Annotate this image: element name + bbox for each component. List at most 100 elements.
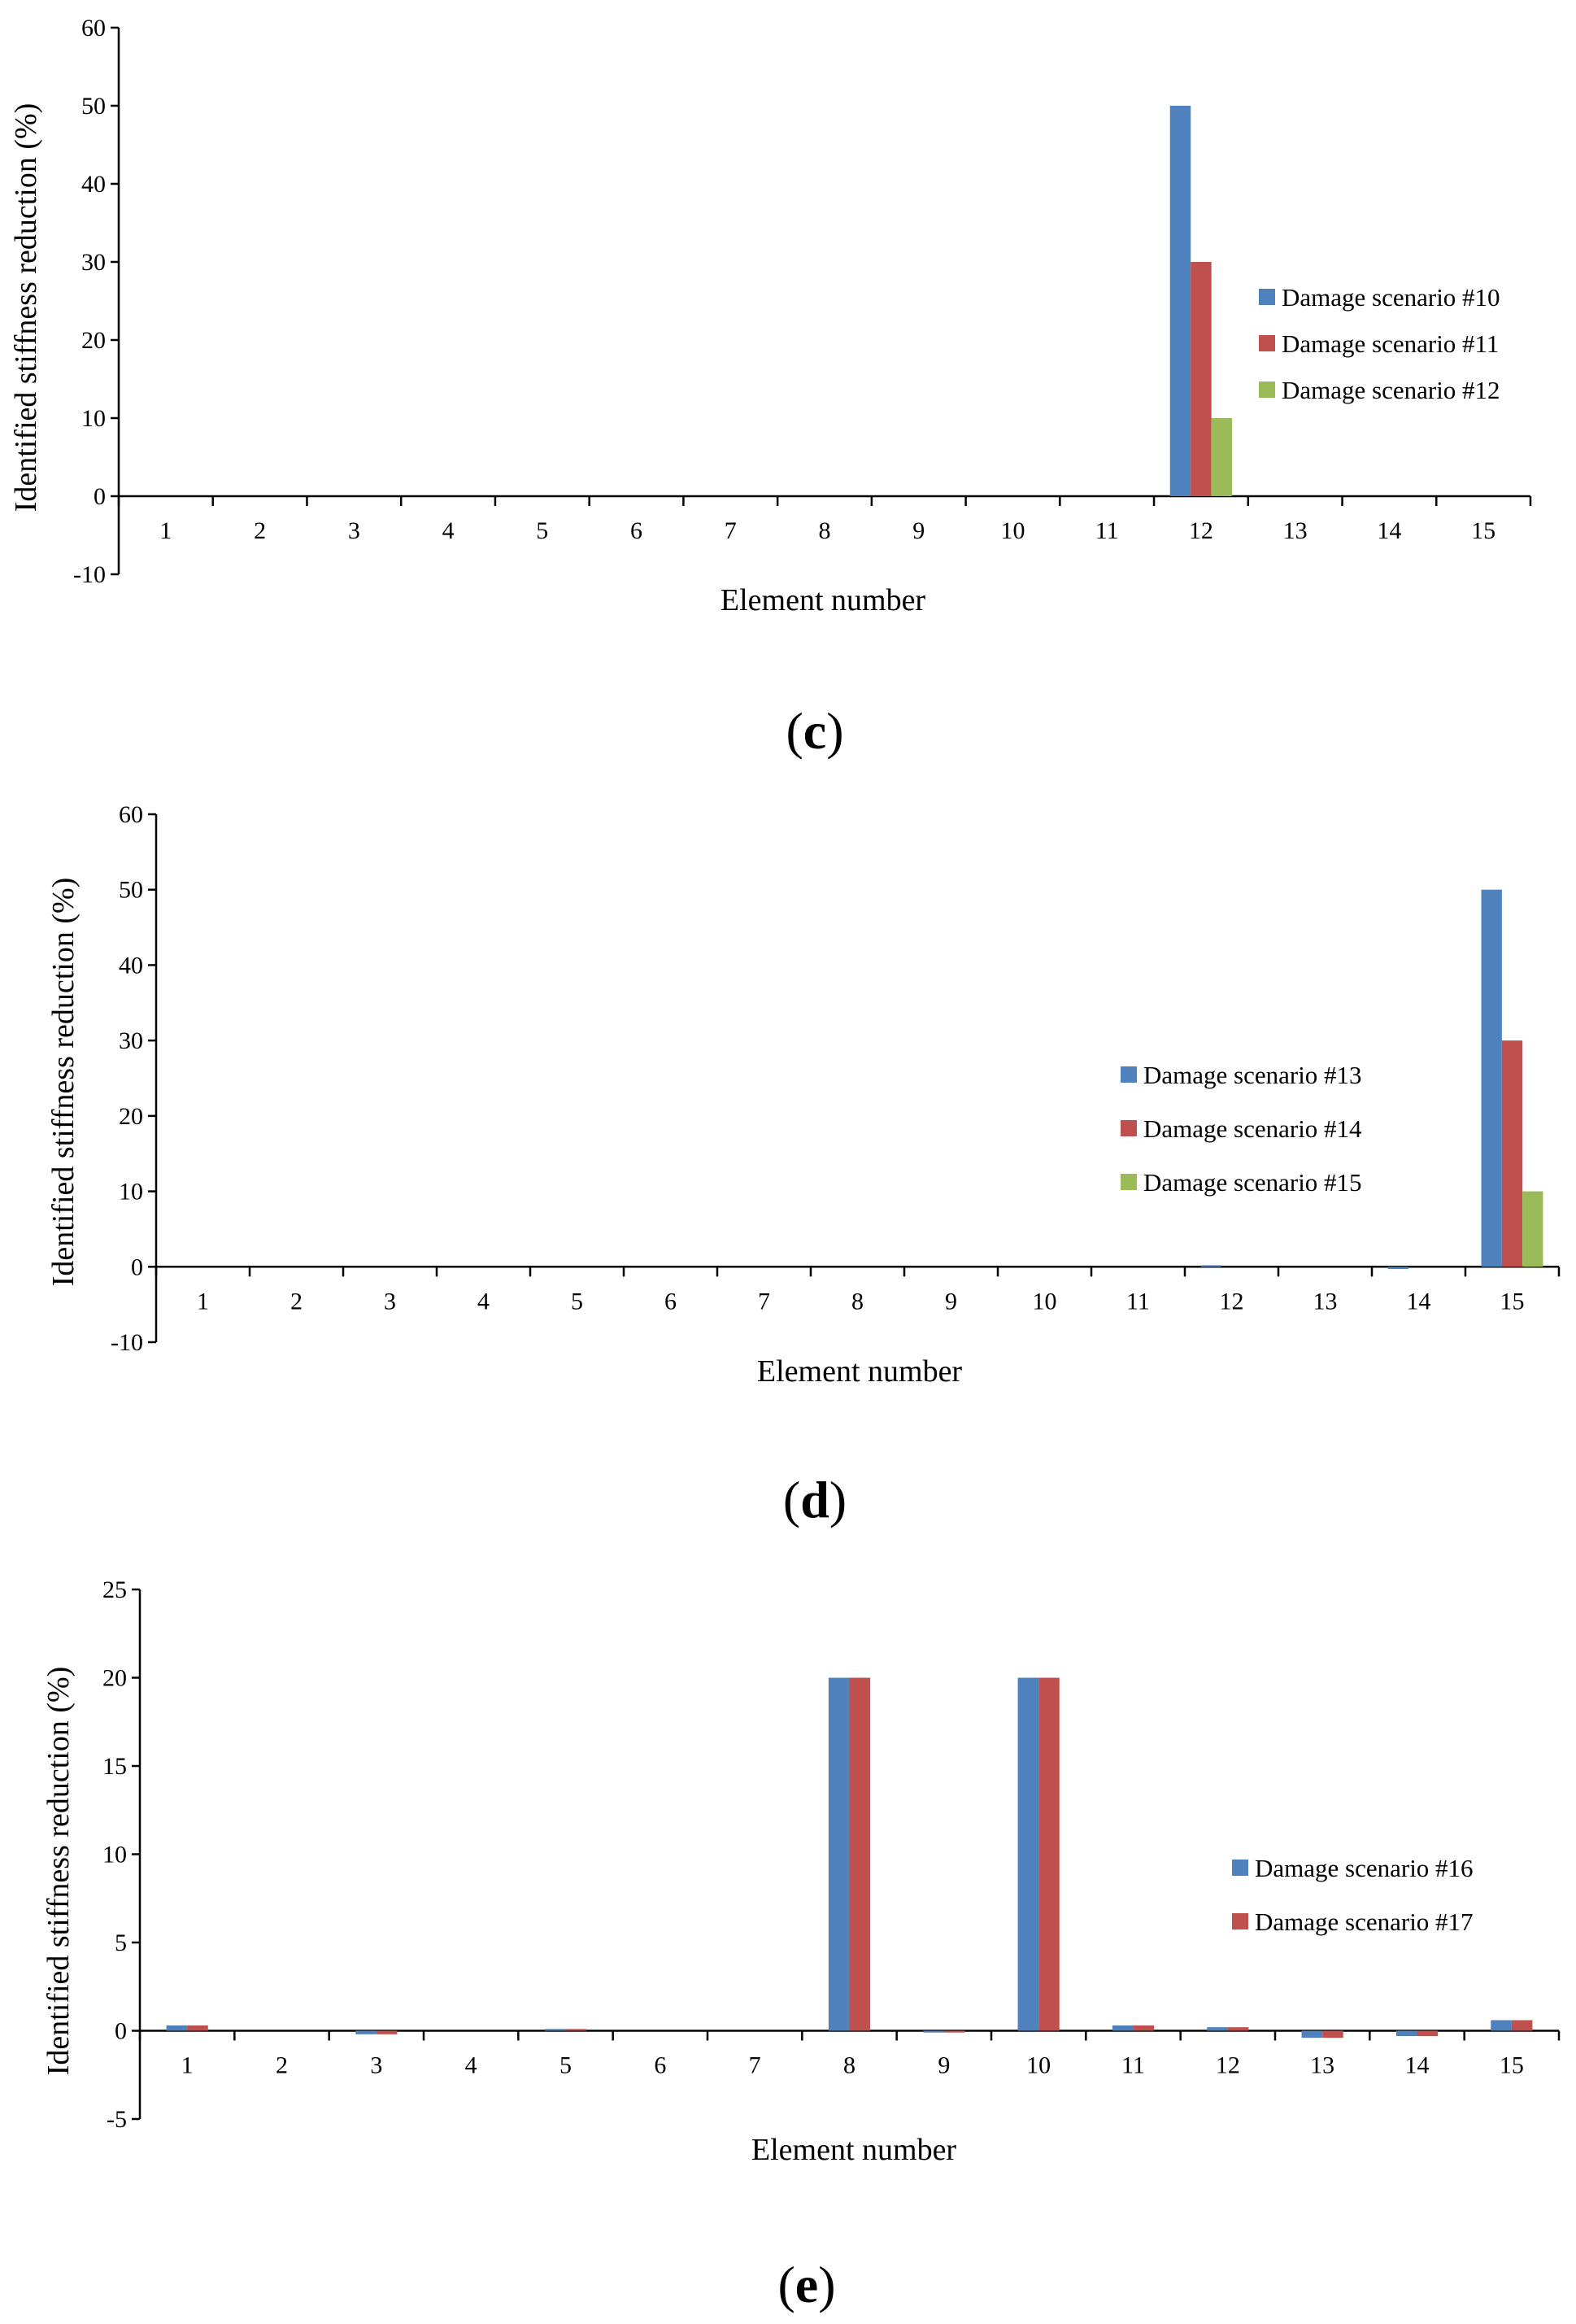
x-tick-label: 5 bbox=[559, 2052, 572, 2079]
x-tick-label: 12 bbox=[1216, 2052, 1240, 2079]
y-tick-label: 10 bbox=[81, 405, 106, 432]
bar bbox=[1322, 2030, 1343, 2038]
x-tick-label: 9 bbox=[945, 1288, 957, 1315]
bar bbox=[1301, 2030, 1323, 2038]
chart-d: Identified stiffness reduction (%) Eleme… bbox=[46, 801, 1561, 1528]
bar bbox=[1038, 1677, 1060, 2031]
x-tick-label: 3 bbox=[348, 517, 360, 544]
y-axis-label: Identified stiffness reduction (%) bbox=[9, 103, 43, 512]
x-axis-label: Element number bbox=[757, 1354, 963, 1389]
y-tick-label: 0 bbox=[131, 1254, 143, 1280]
bar bbox=[1211, 418, 1233, 496]
y-tick-label: 10 bbox=[102, 1842, 127, 1868]
chart-e: Identified stiffness reduction (%) Eleme… bbox=[41, 1576, 1561, 2313]
legend-label: Damage scenario #15 bbox=[1143, 1168, 1362, 1197]
y-axis-label: Identified stiffness reduction (%) bbox=[46, 878, 81, 1287]
bar bbox=[1491, 2020, 1512, 2031]
x-tick-label: 2 bbox=[254, 517, 266, 544]
x-tick-label: 3 bbox=[370, 2052, 382, 2079]
bar bbox=[828, 1677, 850, 2031]
y-tick-label: 5 bbox=[115, 1929, 127, 1956]
x-tick-label: 7 bbox=[758, 1288, 770, 1315]
x-tick-label: 9 bbox=[938, 2052, 950, 2079]
y-tick-label: 20 bbox=[102, 1665, 127, 1692]
x-axis-label: Element number bbox=[751, 2133, 957, 2167]
x-tick-label: 13 bbox=[1283, 517, 1308, 544]
y-tick-label: 30 bbox=[81, 249, 106, 276]
chart-c: Identified stiffness reduction (%) Eleme… bbox=[9, 15, 1532, 760]
x-tick-label: 2 bbox=[276, 2052, 288, 2079]
bar bbox=[1501, 1040, 1523, 1267]
x-tick-label: 8 bbox=[843, 2052, 855, 2079]
x-tick-label: 13 bbox=[1310, 2052, 1334, 2079]
bar bbox=[1112, 2025, 1134, 2031]
x-tick-label: 12 bbox=[1220, 1288, 1244, 1315]
x-tick-label: 4 bbox=[442, 517, 455, 544]
x-tick-label: 13 bbox=[1313, 1288, 1338, 1315]
panel-caption: (d) bbox=[783, 1471, 847, 1528]
y-tick-label: 25 bbox=[102, 1576, 127, 1603]
x-tick-label: 8 bbox=[851, 1288, 864, 1315]
bar bbox=[1227, 2027, 1249, 2031]
y-tick-label: 0 bbox=[115, 2018, 127, 2045]
bar bbox=[376, 2030, 398, 2034]
y-tick-label: 40 bbox=[119, 952, 143, 979]
bar bbox=[166, 2025, 188, 2031]
bar bbox=[943, 2030, 965, 2033]
legend: Damage scenario #16 Damage scenario #17 bbox=[1232, 1854, 1474, 1936]
x-axis-label: Element number bbox=[721, 583, 926, 617]
x-tick-label: 14 bbox=[1405, 2052, 1430, 2079]
bar bbox=[355, 2030, 377, 2034]
x-tick-label: 7 bbox=[749, 2052, 761, 2079]
legend-label: Damage scenario #14 bbox=[1143, 1114, 1362, 1143]
legend-label: Damage scenario #12 bbox=[1282, 376, 1500, 404]
bar bbox=[1191, 262, 1212, 496]
x-tick-label: 2 bbox=[290, 1288, 303, 1315]
x-tick-label: 11 bbox=[1121, 2052, 1145, 2079]
bars bbox=[1200, 889, 1543, 1270]
x-tick-label: 8 bbox=[819, 517, 831, 544]
y-tick-label: -10 bbox=[111, 1329, 143, 1356]
x-tick-label: 9 bbox=[912, 517, 925, 544]
y-tick-label: 50 bbox=[119, 877, 143, 904]
bar bbox=[1522, 1191, 1543, 1267]
legend-label: Damage scenario #16 bbox=[1255, 1854, 1474, 1882]
y-tick-label: 20 bbox=[119, 1103, 143, 1130]
bar bbox=[1511, 2020, 1533, 2031]
panel-caption: (e) bbox=[777, 2256, 835, 2313]
x-tick-label: 10 bbox=[1000, 517, 1025, 544]
x-tick-label: 15 bbox=[1471, 517, 1495, 544]
bar bbox=[1017, 1677, 1039, 2031]
x-tick-label: 4 bbox=[477, 1288, 490, 1315]
bar bbox=[1417, 2030, 1439, 2037]
x-tick-label: 7 bbox=[725, 517, 737, 544]
x-tick-label: 1 bbox=[159, 517, 172, 544]
y-tick-label: -10 bbox=[73, 561, 106, 588]
legend-label: Damage scenario #17 bbox=[1255, 1908, 1474, 1936]
x-tick-label: 6 bbox=[664, 1288, 677, 1315]
bar bbox=[1207, 2027, 1228, 2031]
x-tick-label: 14 bbox=[1407, 1288, 1431, 1315]
x-tick-label: 1 bbox=[197, 1288, 209, 1315]
bar bbox=[544, 2029, 566, 2031]
y-tick-label: 0 bbox=[94, 483, 106, 510]
bar bbox=[565, 2029, 587, 2031]
x-tick-label: 15 bbox=[1500, 2052, 1524, 2079]
legend-swatch bbox=[1259, 289, 1275, 305]
legend-swatch bbox=[1121, 1174, 1137, 1190]
legend-label: Damage scenario #10 bbox=[1282, 283, 1500, 312]
bar bbox=[849, 1677, 871, 2031]
bar bbox=[1395, 2030, 1417, 2037]
legend-swatch bbox=[1232, 1860, 1248, 1876]
bar bbox=[187, 2025, 208, 2031]
x-tick-label: 10 bbox=[1026, 2052, 1051, 2079]
x-tick-label: 6 bbox=[654, 2052, 666, 2079]
bar bbox=[1200, 1265, 1221, 1267]
legend-label: Damage scenario #11 bbox=[1282, 329, 1499, 358]
legend-swatch bbox=[1259, 382, 1275, 398]
legend-swatch bbox=[1121, 1066, 1137, 1083]
bar bbox=[1387, 1267, 1408, 1270]
